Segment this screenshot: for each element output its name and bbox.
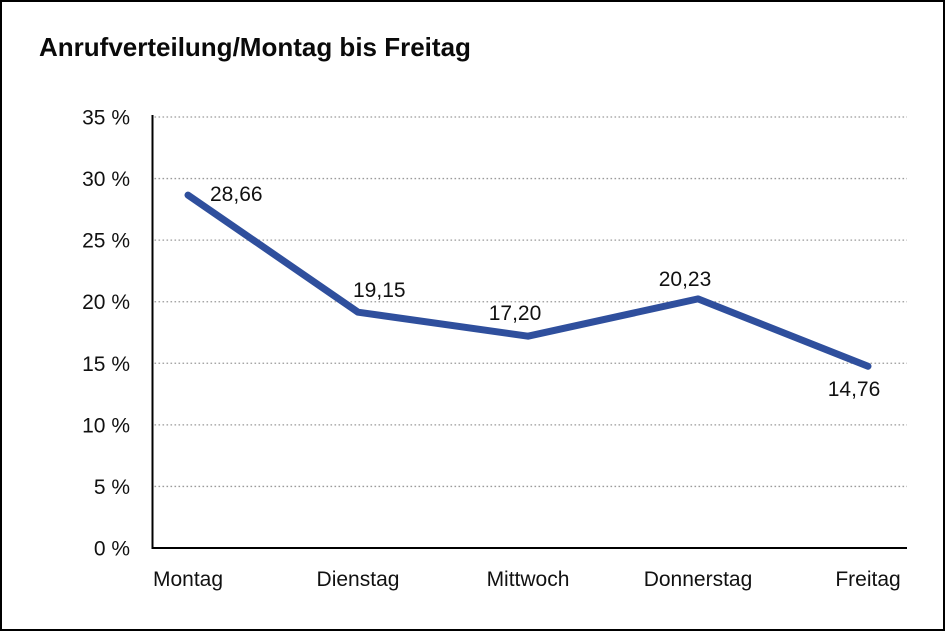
value-label: 20,23 [659, 268, 712, 291]
y-tick-label: 0 % [94, 538, 130, 561]
x-category-label: Dienstag [317, 568, 400, 591]
value-label: 19,15 [353, 279, 406, 302]
value-label: 28,66 [210, 183, 263, 206]
y-tick-label: 5 % [94, 476, 130, 499]
chart-title: Anrufverteilung/Montag bis Freitag [39, 32, 471, 62]
x-category-label: Montag [153, 568, 223, 591]
y-tick-label: 10 % [82, 414, 130, 437]
y-tick-label: 15 % [82, 353, 130, 376]
data-line [184, 191, 872, 370]
x-category-label: Donnerstag [644, 568, 753, 591]
y-tick-label: 25 % [82, 230, 130, 253]
y-tick-label: 35 % [82, 107, 130, 130]
x-category-label: Freitag [835, 568, 900, 591]
value-label: 17,20 [489, 302, 542, 325]
value-label: 14,76 [828, 378, 881, 401]
y-tick-label: 20 % [82, 291, 130, 314]
x-category-label: Mittwoch [487, 568, 570, 591]
y-tick-label: 30 % [82, 168, 130, 191]
